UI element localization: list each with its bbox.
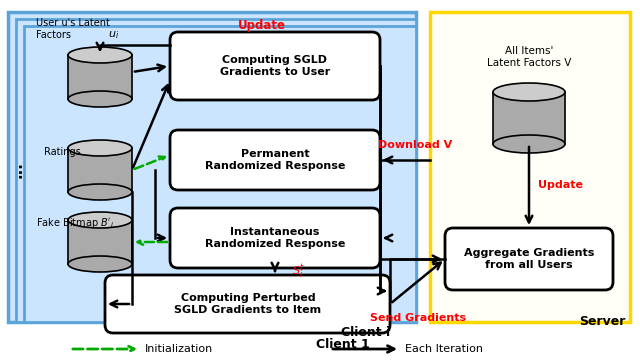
Ellipse shape — [68, 91, 132, 107]
Text: User u's Latent
Factors: User u's Latent Factors — [36, 18, 110, 40]
Text: Update: Update — [238, 18, 286, 31]
Text: Permanent
Randomized Response: Permanent Randomized Response — [205, 149, 345, 171]
FancyBboxPatch shape — [170, 32, 380, 100]
Text: Initialization: Initialization — [145, 344, 213, 354]
Bar — [8, 12, 416, 322]
Bar — [493, 92, 565, 144]
Text: Update: Update — [538, 180, 583, 190]
Text: Fake Bitmap $B'_i$: Fake Bitmap $B'_i$ — [36, 216, 114, 230]
Bar — [68, 55, 132, 99]
Text: All Items'
Latent Factors V: All Items' Latent Factors V — [487, 47, 571, 68]
FancyBboxPatch shape — [170, 130, 380, 190]
Ellipse shape — [493, 83, 565, 101]
Ellipse shape — [68, 140, 132, 156]
Bar — [24, 26, 416, 322]
Bar — [68, 148, 132, 192]
Ellipse shape — [68, 184, 132, 200]
FancyBboxPatch shape — [445, 228, 613, 290]
Text: Download V: Download V — [378, 140, 452, 150]
Text: Client 1: Client 1 — [316, 338, 370, 351]
Text: Computing SGLD
Gradients to User: Computing SGLD Gradients to User — [220, 55, 330, 77]
Text: Server: Server — [579, 315, 625, 328]
Bar — [16, 19, 416, 322]
Text: Ratings: Ratings — [44, 147, 81, 157]
Text: Send Gradients: Send Gradients — [370, 313, 466, 323]
Text: Aggregate Gradients
from all Users: Aggregate Gradients from all Users — [464, 248, 594, 270]
Text: ...: ... — [10, 162, 24, 178]
Bar — [430, 12, 630, 322]
Text: $u_i$: $u_i$ — [108, 29, 119, 41]
Text: Computing Perturbed
SGLD Gradients to Item: Computing Perturbed SGLD Gradients to It… — [175, 293, 321, 315]
Ellipse shape — [493, 135, 565, 153]
Text: Client i: Client i — [341, 326, 390, 339]
Bar — [68, 220, 132, 264]
Text: $S_i^t$: $S_i^t$ — [292, 263, 305, 281]
FancyBboxPatch shape — [170, 208, 380, 268]
FancyBboxPatch shape — [105, 275, 390, 333]
Ellipse shape — [68, 256, 132, 272]
Ellipse shape — [68, 212, 132, 228]
Text: Each Iteration: Each Iteration — [405, 344, 483, 354]
Text: Instantaneous
Randomized Response: Instantaneous Randomized Response — [205, 227, 345, 249]
Ellipse shape — [68, 47, 132, 63]
